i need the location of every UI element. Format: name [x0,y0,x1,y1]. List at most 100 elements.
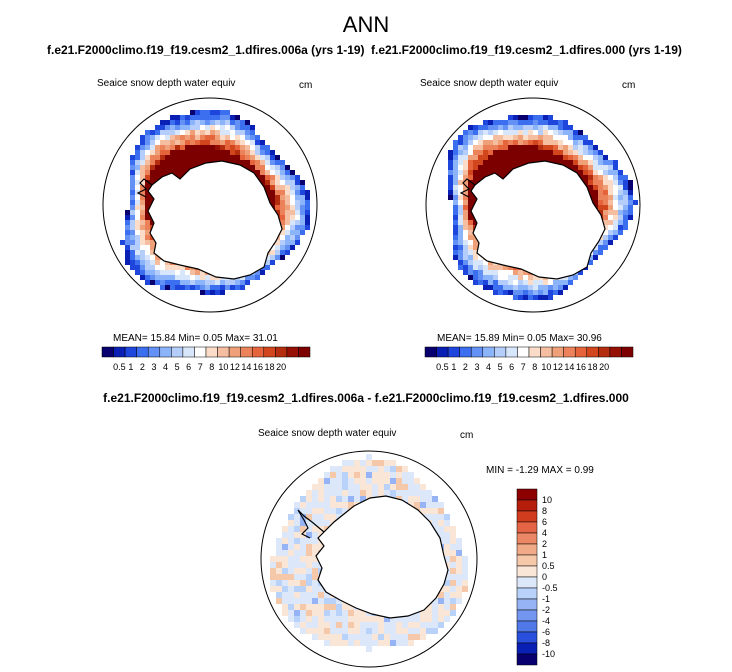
field-cell [336,508,342,514]
field-cell [165,120,170,125]
field-cell [190,275,195,280]
field-cell [305,200,310,205]
field-cell [312,544,318,550]
field-cell [518,135,523,140]
field-cell [528,290,533,295]
field-cell [458,245,463,250]
field-cell [462,574,468,580]
field-cell [438,508,444,514]
field-cell [533,125,538,130]
field-cell [533,275,538,280]
field-cell [468,200,473,205]
field-cell [378,628,384,634]
colorbar-tick-label: 3 [474,362,479,372]
field-cell [513,275,518,280]
field-cell [290,175,295,180]
field-cell [265,170,270,175]
field-cell [598,175,603,180]
colorbar-swatch [217,346,230,358]
field-cell [210,155,215,160]
field-cell [336,622,342,628]
field-cell [378,466,384,472]
field-cell [458,170,463,175]
field-cell [312,550,318,556]
field-cell [275,195,280,200]
field-cell [453,175,458,180]
field-cell [453,240,458,245]
field-cell [488,130,493,135]
field-cell [573,275,578,280]
field-cell [330,604,336,610]
field-cell [180,265,185,270]
field-cell [628,180,633,185]
field-cell [488,155,493,160]
field-cell [463,195,468,200]
field-cell [360,622,366,628]
field-cell [513,120,518,125]
field-cell [288,520,294,526]
field-cell [215,115,220,120]
field-cell [348,466,354,472]
field-cell [306,628,312,634]
field-cell [468,125,473,130]
field-cell [185,285,190,290]
field-cell [306,622,312,628]
colorbar-swatch [124,346,137,358]
field-cell [336,616,342,622]
field-cell [140,175,145,180]
field-cell [553,135,558,140]
field-cell [583,165,588,170]
field-cell [450,562,456,568]
field-cell [170,270,175,275]
field-cell [175,120,180,125]
field-cell [553,155,558,160]
field-cell [210,130,215,135]
field-cell [458,260,463,265]
field-cell [533,135,538,140]
field-cell [150,270,155,275]
field-cell [318,598,324,604]
field-cell [140,265,145,270]
field-cell [336,610,342,616]
field-cell [260,150,265,155]
field-cell [528,275,533,280]
field-cell [312,622,318,628]
field-cell [488,145,493,150]
field-cell [140,270,145,275]
field-cell [180,140,185,145]
colorbar-tick-label: 5 [498,362,503,372]
field-cell [280,185,285,190]
field-cell [170,155,175,160]
field-cell [478,260,483,265]
field-cell [348,622,354,628]
colorbar-tick-label: 20 [276,362,286,372]
field-cell [450,586,456,592]
colorbar-tick-label: 12 [553,362,563,372]
field-cell [270,185,275,190]
colorbar-swatch [516,609,538,622]
field-cell [533,120,538,125]
colorbar-tick-label: 0 [542,572,547,582]
field-cell [312,490,318,496]
field-cell [300,580,306,586]
field-cell [613,225,618,230]
field-cell [438,514,444,520]
field-cell [498,125,503,130]
field-cell [414,616,420,622]
field-cell [306,610,312,616]
field-cell [578,165,583,170]
field-cell [463,245,468,250]
field-cell [372,460,378,466]
field-cell [275,180,280,185]
field-cell [384,634,390,640]
field-cell [348,616,354,622]
field-cell [342,478,348,484]
field-cell [513,295,518,300]
field-cell [175,145,180,150]
field-cell [432,520,438,526]
field-cell [578,135,583,140]
field-cell [568,275,573,280]
field-cell [150,275,155,280]
field-cell [458,135,463,140]
field-cell [235,115,240,120]
